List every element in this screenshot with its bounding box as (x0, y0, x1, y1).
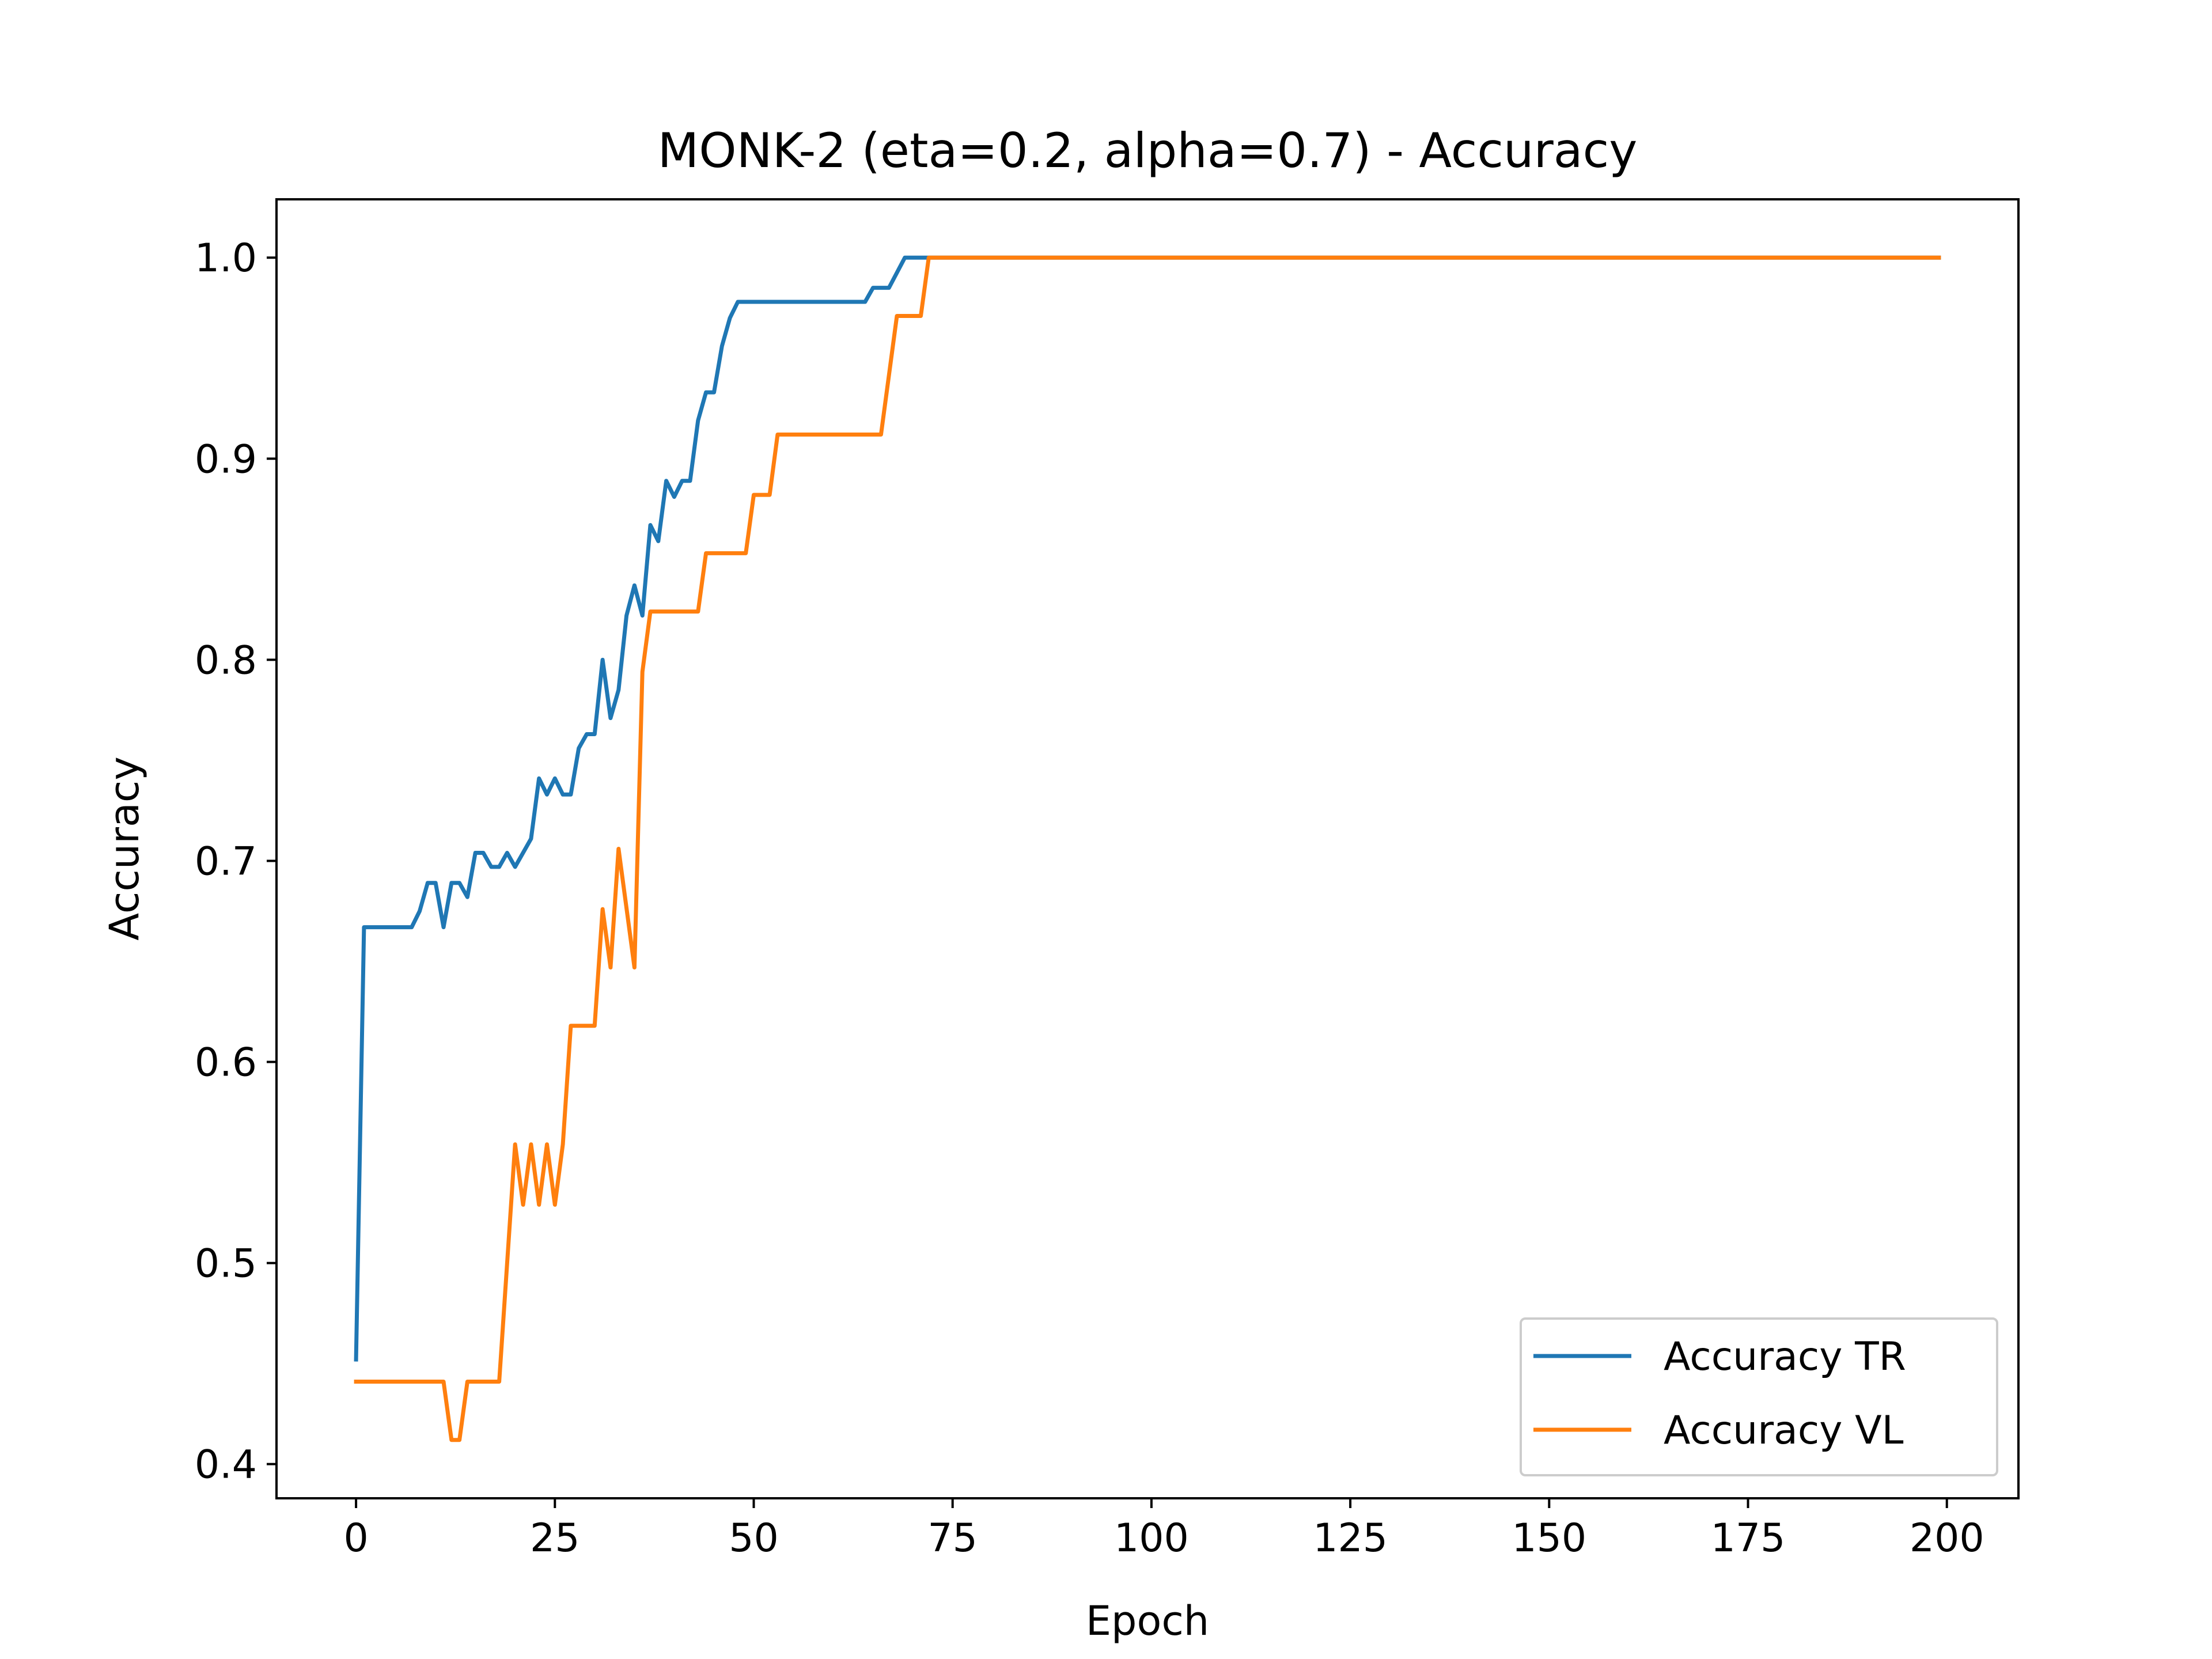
y-tick-label: 0.6 (195, 1040, 257, 1086)
legend-frame (1520, 1317, 1998, 1476)
y-tick-label: 0.4 (195, 1442, 257, 1488)
x-tick-label: 75 (927, 1516, 978, 1561)
y-tick-label: 0.5 (195, 1241, 257, 1287)
series-line-tr (354, 255, 1941, 1362)
y-axis-ticks: 0.4 0.5 0.6 0.7 0.8 0.9 1.0 (195, 236, 276, 1488)
plot-frame (275, 198, 2020, 1499)
x-tick-label: 200 (1910, 1516, 1984, 1561)
x-tick-label: 175 (1711, 1516, 1786, 1561)
x-tick-label: 0 (343, 1516, 368, 1561)
x-tick-label: 25 (530, 1516, 580, 1561)
x-tick-label: 100 (1114, 1516, 1189, 1561)
legend: Accuracy TR Accuracy VL (1520, 1317, 1998, 1476)
series-line-vl (354, 255, 1941, 1442)
legend-label: Accuracy VL (1664, 1408, 1904, 1453)
y-tick-label: 1.0 (195, 236, 257, 281)
x-axis-label: Epoch (1086, 1597, 1209, 1645)
x-axis-ticks: 0 25 50 75 100 125 150 175 200 (343, 1498, 1984, 1561)
x-tick-label: 150 (1512, 1516, 1586, 1561)
chart-title: MONK-2 (eta=0.2, alpha=0.7) - Accuracy (658, 123, 1638, 179)
x-tick-label: 125 (1313, 1516, 1388, 1561)
series-layer (354, 255, 1941, 1442)
y-tick-label: 0.9 (195, 437, 257, 482)
y-tick-label: 0.8 (195, 638, 257, 683)
x-tick-label: 50 (729, 1516, 779, 1561)
y-axis-label: Accuracy (101, 756, 148, 941)
legend-label: Accuracy TR (1664, 1334, 1906, 1380)
y-tick-label: 0.7 (195, 839, 257, 884)
